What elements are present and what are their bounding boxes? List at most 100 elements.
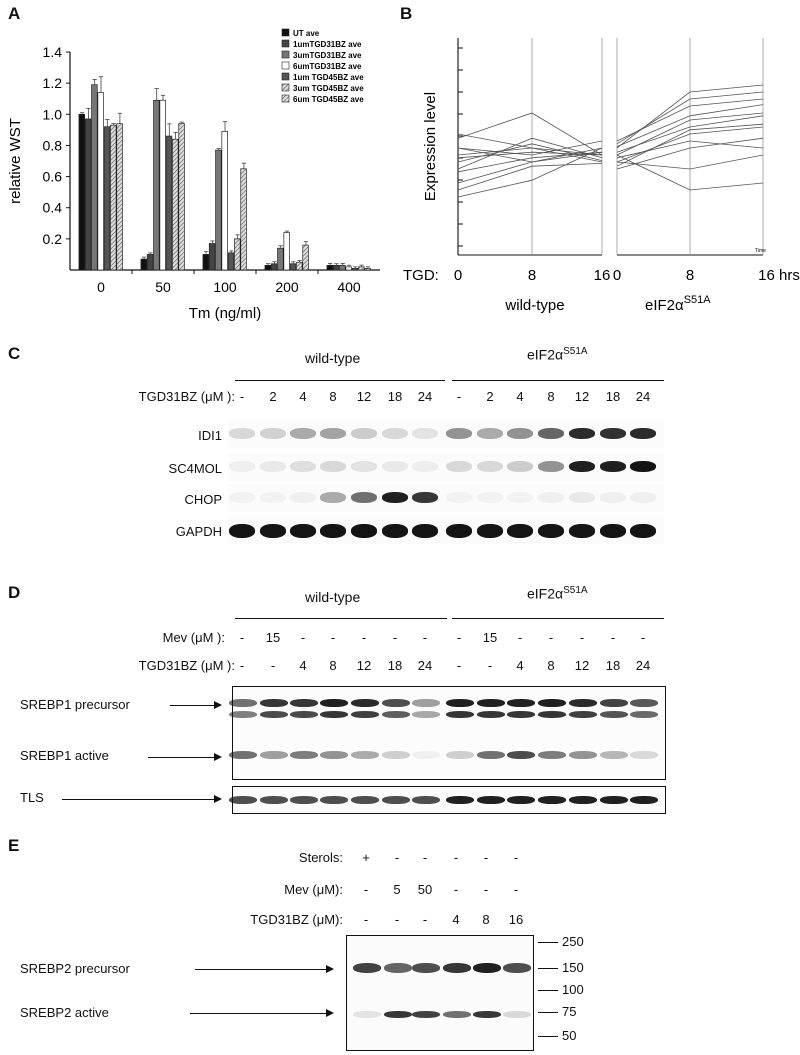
band-precursor xyxy=(600,699,628,707)
band-precursor xyxy=(538,699,566,707)
series-line-mut xyxy=(616,137,764,170)
lane-label-tgd: - xyxy=(363,912,369,927)
lane-label-mev: 15 xyxy=(265,630,281,645)
bar xyxy=(159,99,166,271)
blot-label: CHOP xyxy=(184,492,222,507)
bar xyxy=(227,252,235,271)
band-precursor xyxy=(477,699,505,707)
band xyxy=(507,524,533,538)
lane-label-mev: - xyxy=(640,630,646,645)
group-label-wt-d: wild-type xyxy=(305,589,361,605)
series-line-wt xyxy=(457,112,603,156)
tgd-row-label-d: TGD31BZ (μM ): xyxy=(138,658,235,673)
band xyxy=(477,492,503,503)
x-tick-label: 0 xyxy=(454,267,462,284)
lane-label-tgd: 12 xyxy=(356,658,372,673)
lane-label-tgd: 8 xyxy=(482,912,490,927)
bar xyxy=(264,264,272,271)
legend-swatch xyxy=(281,61,290,70)
lane-label-mev: - xyxy=(517,630,523,645)
band-active xyxy=(260,751,288,759)
bar xyxy=(153,99,160,271)
lane-label: 2 xyxy=(269,389,277,404)
lane-label-mev: - xyxy=(610,630,616,645)
arrow-srebp2-precursor xyxy=(195,965,334,973)
band-precursor xyxy=(507,699,535,707)
band xyxy=(320,428,346,439)
y-tick-label: 0.6 xyxy=(43,169,63,185)
band-precursor xyxy=(473,963,501,973)
marker-label: 250 xyxy=(562,934,584,949)
bar xyxy=(339,264,346,271)
legend-label: 6um TGD45BZ ave xyxy=(293,95,364,104)
band-precursor xyxy=(412,963,440,973)
series-line-mut xyxy=(616,112,764,156)
band-precursor xyxy=(353,963,381,973)
band xyxy=(569,492,595,503)
lane-label-tgd: 8 xyxy=(329,658,337,673)
lane-label: 4 xyxy=(299,389,307,404)
y-tick-label: 1.0 xyxy=(43,106,63,122)
blot-label: IDI1 xyxy=(198,428,222,443)
band xyxy=(412,524,438,538)
lane-label-tgd: 8 xyxy=(547,658,555,673)
legend-swatch xyxy=(281,72,290,81)
marker-label: 75 xyxy=(562,1004,577,1019)
bar xyxy=(358,266,365,271)
lane-label-mev: - xyxy=(513,882,519,897)
y-tick-label: 0.2 xyxy=(43,231,63,247)
x-tick-label: 100 xyxy=(213,279,237,295)
blot-label: SC4MOL xyxy=(168,461,222,476)
panel-label-d: D xyxy=(8,583,21,602)
series-line-mut xyxy=(616,126,764,163)
lane-label: 8 xyxy=(547,389,555,404)
tls-blot xyxy=(229,786,666,814)
x-tick-label: 0 xyxy=(97,279,105,295)
lane-label-sterols: + xyxy=(362,850,370,865)
band-tls xyxy=(412,796,440,804)
marker-tick xyxy=(538,1012,558,1013)
band xyxy=(600,524,626,538)
lane-label-mev: 50 xyxy=(417,882,433,897)
band-precursor xyxy=(260,699,288,707)
lane-label: 24 xyxy=(635,389,651,404)
band xyxy=(382,428,408,439)
band xyxy=(260,492,286,503)
band-tls xyxy=(507,796,535,804)
legend-swatch xyxy=(281,50,290,59)
band xyxy=(229,492,255,503)
bar-chart-a: 0.2 0.4 0.6 0.8 1.0 1.2 1.4 relative WST 0 50 100 2… xyxy=(7,28,380,322)
band xyxy=(412,428,438,439)
lane-label: 8 xyxy=(329,389,337,404)
band-precursor-lower xyxy=(229,711,257,718)
bar xyxy=(178,123,185,271)
group-label-wt-c: wild-type xyxy=(305,350,361,366)
bar xyxy=(345,266,352,271)
band-precursor-lower xyxy=(382,711,410,718)
x-tick-label: 0 xyxy=(613,267,621,284)
band xyxy=(229,428,255,439)
blot-label-tls: TLS xyxy=(20,790,44,805)
legend-label: 1um TGD45BZ ave xyxy=(293,73,364,82)
lane-label: - xyxy=(456,389,462,404)
bar xyxy=(172,138,179,271)
bar xyxy=(296,261,303,271)
band xyxy=(320,492,346,503)
blot-label-srebp2-precursor: SREBP2 precursor xyxy=(20,961,130,976)
band-precursor-lower xyxy=(600,711,628,718)
bar xyxy=(277,247,284,271)
lane-label-tgd: - xyxy=(487,658,493,673)
group-label-wt-b: wild-type xyxy=(504,297,564,314)
bar xyxy=(208,243,216,271)
band-active xyxy=(473,1011,501,1018)
x-tick-label: 8 xyxy=(686,267,694,284)
band xyxy=(229,524,255,538)
band-precursor xyxy=(320,699,348,707)
bar xyxy=(215,149,222,271)
y-tick-label: 1.2 xyxy=(43,75,63,91)
band xyxy=(290,428,316,439)
band xyxy=(320,461,346,472)
band xyxy=(477,461,503,472)
lane-label: 2 xyxy=(486,389,494,404)
